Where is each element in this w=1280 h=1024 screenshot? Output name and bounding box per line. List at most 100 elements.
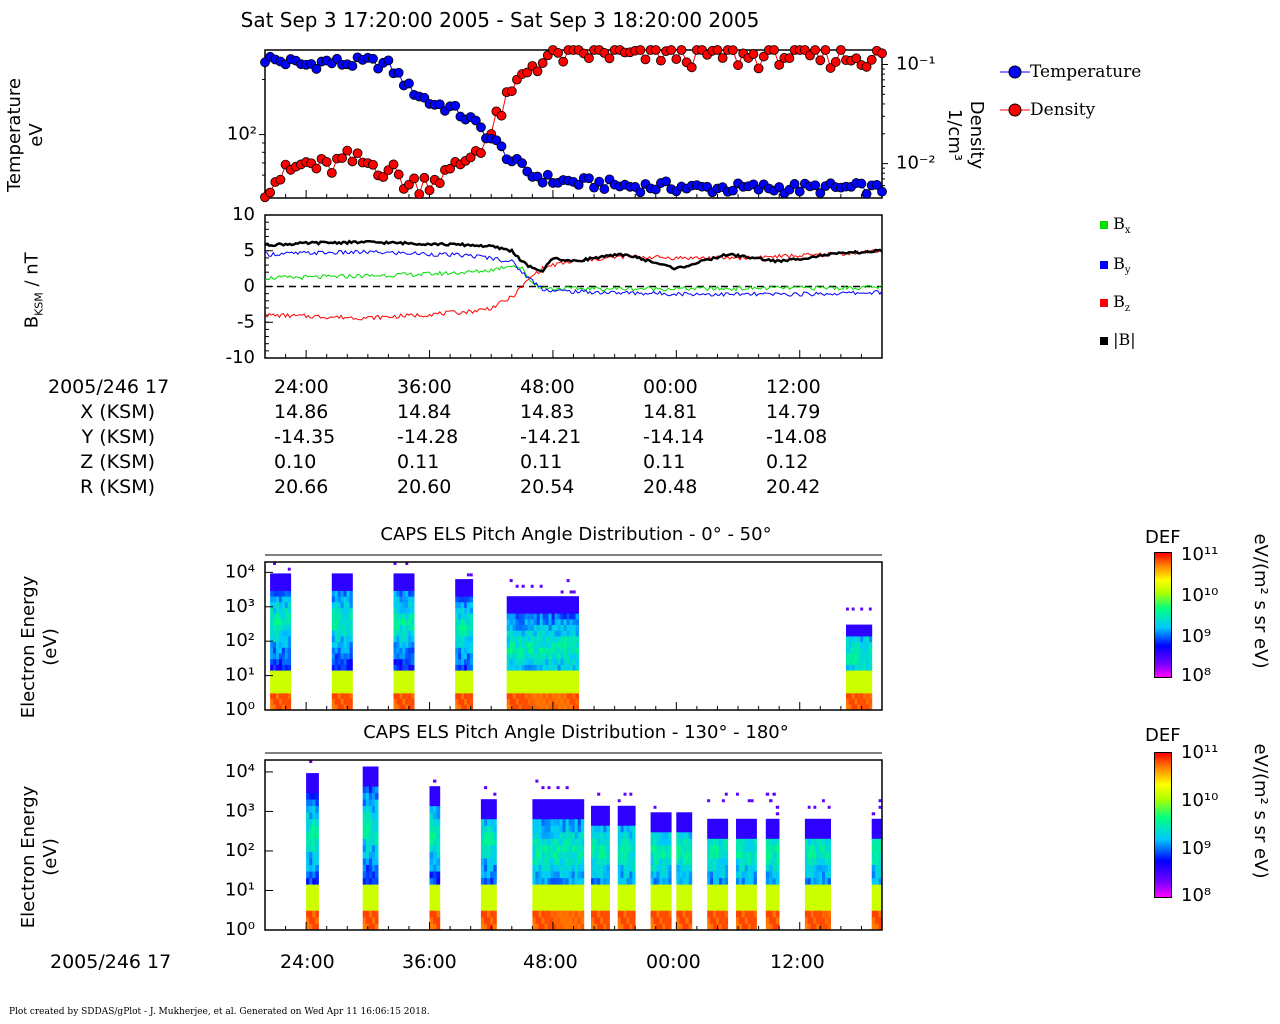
spec1-cell bbox=[402, 573, 406, 580]
spec1-cell bbox=[846, 675, 850, 682]
spec1-cell bbox=[560, 641, 564, 648]
spec2-cell bbox=[632, 871, 636, 879]
spec1-cell bbox=[411, 601, 415, 608]
spec2-cell bbox=[629, 805, 633, 813]
spec1-cell bbox=[331, 613, 336, 620]
density-point bbox=[650, 45, 661, 55]
spec1-cell bbox=[396, 636, 400, 643]
spec1-cell bbox=[857, 641, 861, 648]
spec2-cell bbox=[617, 871, 621, 879]
spec1-cell bbox=[405, 618, 409, 625]
spec1-cell bbox=[349, 590, 353, 597]
spec1-cbar-tick-2: 10⁹ bbox=[1181, 626, 1212, 647]
spec2-cell bbox=[653, 805, 657, 809]
spec2-cell bbox=[750, 916, 754, 924]
spec1-cell bbox=[466, 647, 471, 654]
spec2-cell bbox=[571, 890, 576, 898]
spec2-cell bbox=[735, 792, 739, 796]
spec1-cell bbox=[399, 584, 403, 591]
spec2-cell bbox=[315, 812, 319, 820]
spec1-cell bbox=[572, 681, 576, 688]
spec1-cell bbox=[340, 664, 344, 671]
spec2-cell bbox=[371, 858, 376, 865]
spec2-cell bbox=[724, 845, 729, 852]
spec1-cell bbox=[866, 636, 870, 643]
spec1-cell bbox=[287, 567, 291, 571]
spec1-cell bbox=[542, 658, 546, 665]
spec1-cell bbox=[349, 630, 353, 637]
spec2-cell bbox=[810, 851, 814, 859]
ephemeris-y-0: -14.35 bbox=[274, 426, 336, 448]
spec2-cell bbox=[433, 884, 437, 892]
spec1-cell bbox=[530, 618, 535, 625]
spec1-cell bbox=[346, 596, 350, 603]
spec2-cell bbox=[433, 903, 437, 911]
spec2-cell bbox=[750, 884, 754, 892]
spec2-cell bbox=[632, 890, 636, 898]
spec1-cell bbox=[396, 573, 400, 580]
spec1-cell bbox=[405, 579, 409, 586]
spec1-cell bbox=[469, 607, 474, 614]
spec1-cell bbox=[405, 647, 409, 654]
spec1-cell bbox=[868, 630, 873, 637]
spec1-cell bbox=[521, 698, 526, 705]
spec2-cell bbox=[710, 897, 714, 905]
spec2-cell bbox=[375, 773, 379, 780]
spec1-cell bbox=[461, 641, 465, 648]
spec1-cell bbox=[281, 584, 286, 591]
spec2-cell bbox=[600, 890, 604, 898]
spec1-cell bbox=[334, 636, 339, 643]
spec2-cell bbox=[738, 903, 743, 911]
spec2-cell bbox=[656, 851, 660, 859]
spec2-cell bbox=[429, 799, 434, 807]
spec1-cell bbox=[396, 630, 400, 637]
spec1-cell bbox=[455, 630, 459, 637]
spec2-cell bbox=[819, 845, 823, 852]
spec2-cell bbox=[603, 838, 607, 846]
spec1-cell bbox=[464, 692, 468, 699]
spec2-cell bbox=[362, 897, 367, 905]
spec2-cell bbox=[597, 831, 601, 839]
spec1-cell bbox=[331, 630, 336, 637]
spec2-cell bbox=[878, 805, 882, 809]
spec1-cell bbox=[536, 607, 541, 614]
spec2-cell bbox=[682, 858, 686, 865]
spec1-cell bbox=[557, 601, 561, 608]
spec2-cell bbox=[713, 818, 717, 826]
spec2-cell bbox=[493, 838, 497, 846]
spec2-cell bbox=[775, 812, 780, 816]
density-point bbox=[686, 62, 697, 73]
spec2-cell bbox=[547, 805, 551, 813]
ephemeris-r-0: 20.66 bbox=[274, 476, 329, 498]
spec2-cell bbox=[574, 877, 579, 885]
spec2-cell bbox=[710, 910, 714, 918]
spec2-cell bbox=[433, 923, 437, 931]
spec2-cell bbox=[626, 818, 630, 826]
spec1-cell bbox=[464, 630, 468, 637]
spec2-cell bbox=[436, 805, 441, 813]
spec2-cell bbox=[433, 890, 437, 898]
spec1-cell bbox=[521, 624, 526, 631]
spec2-cell bbox=[824, 923, 829, 931]
spec2-cell bbox=[493, 903, 497, 911]
spec2-cell bbox=[606, 884, 610, 892]
spec2-cell bbox=[484, 825, 488, 833]
spec2-cell bbox=[574, 825, 579, 833]
spec1-cell bbox=[566, 624, 570, 631]
spec2-cell bbox=[682, 916, 686, 924]
spec2-cell bbox=[371, 916, 376, 924]
ephemeris-y-2: -14.21 bbox=[520, 426, 582, 448]
spec1-cell bbox=[408, 618, 412, 625]
spec1-cell bbox=[545, 630, 549, 637]
spec1-cell bbox=[461, 590, 465, 597]
spec2-cell bbox=[718, 903, 723, 911]
spec2-cell bbox=[436, 786, 441, 794]
spec2-cell bbox=[541, 916, 545, 924]
density-point bbox=[558, 56, 569, 67]
spec1-cell bbox=[466, 579, 471, 586]
spec2-cell bbox=[750, 858, 754, 865]
spec2-ytick-label: 10⁴ bbox=[225, 761, 255, 782]
spec2-cell bbox=[553, 890, 557, 898]
spec2-cell bbox=[772, 838, 777, 846]
spec1-cell bbox=[572, 675, 576, 682]
